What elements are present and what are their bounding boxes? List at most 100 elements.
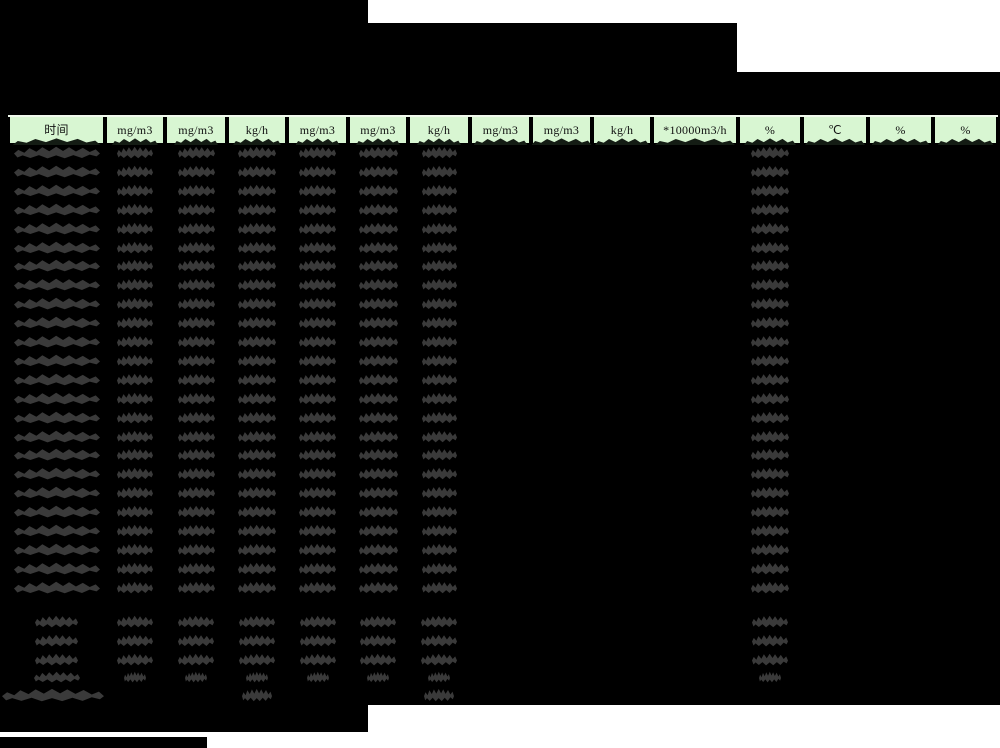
redacted-value: [422, 562, 457, 575]
column-unit-label: %: [960, 123, 971, 137]
redacted-value: [422, 411, 457, 424]
redacted-value: [359, 297, 398, 310]
redacted-value: [422, 448, 457, 461]
redacted-value: [117, 505, 153, 518]
redacted-value: [751, 505, 789, 518]
column-unit-label: mg/m3: [178, 123, 214, 137]
redacted-value: [299, 467, 336, 480]
header-cell-13: %: [868, 117, 933, 145]
header-cell-11: %: [738, 117, 802, 145]
column-unit-label: kg/h: [427, 123, 451, 137]
column-unit-label: 时间: [44, 123, 69, 137]
redacted-summary-value: [239, 653, 275, 666]
redacted-timestamp: [14, 241, 100, 254]
redacted-value: [359, 335, 398, 348]
redacted-summary-value: [185, 671, 207, 683]
redacted-value: [422, 581, 457, 594]
redacted-value: [117, 165, 153, 178]
redacted-value: [238, 486, 276, 499]
redacted-value: [422, 278, 457, 291]
table-body-redacted-background-lower-left: [0, 705, 368, 732]
redacted-summary-label: [35, 653, 78, 666]
redacted-first-row-overlap: [473, 138, 528, 145]
redacted-first-row-overlap: [112, 138, 158, 145]
header-cell-9: kg/h: [592, 117, 652, 145]
redacted-timestamp: [14, 581, 100, 594]
redacted-value: [299, 316, 336, 329]
column-unit-label: %: [895, 123, 906, 137]
redacted-value: [178, 524, 215, 537]
redacted-summary-value: [421, 615, 457, 628]
redacted-value: [299, 259, 336, 272]
redacted-value: [238, 448, 276, 461]
redacted-value: [178, 222, 215, 235]
header-cell-8: mg/m3: [531, 117, 592, 145]
table-body-redacted-background: [0, 117, 1000, 705]
column-unit-label: mg/m3: [299, 123, 336, 137]
redacted-summary-value: [124, 671, 146, 683]
redacted-value: [422, 505, 457, 518]
redacted-summary-value: [421, 634, 457, 647]
redacted-value: [238, 562, 276, 575]
redacted-value: [359, 241, 398, 254]
redacted-timestamp: [14, 354, 100, 367]
redacted-value: [178, 354, 215, 367]
redacted-value: [117, 241, 153, 254]
redacted-value: [238, 524, 276, 537]
redacted-value: [751, 392, 789, 405]
redacted-value: [117, 297, 153, 310]
redacted-summary-value: [178, 634, 214, 647]
redacted-value: [299, 430, 336, 443]
redacted-value: [751, 562, 789, 575]
redacted-value: [359, 203, 398, 216]
redacted-value: [359, 392, 398, 405]
header-cell-1: mg/m3: [105, 117, 165, 145]
redacted-value: [422, 222, 457, 235]
redacted-value: [238, 316, 276, 329]
redacted-timestamp: [14, 392, 100, 405]
redacted-timestamp: [14, 297, 100, 310]
redacted-value: [751, 278, 789, 291]
redacted-value: [178, 543, 215, 556]
redacted-first-row-overlap: [174, 138, 218, 145]
redacted-value: [359, 486, 398, 499]
redacted-value: [751, 543, 789, 556]
redacted-value: [751, 430, 789, 443]
redacted-value: [117, 316, 153, 329]
column-unit-label: kg/h: [245, 123, 269, 137]
redacted-value: [359, 505, 398, 518]
redacted-timestamp: [14, 411, 100, 424]
redacted-value: [359, 165, 398, 178]
redacted-timestamp: [14, 373, 100, 386]
redacted-value: [751, 165, 789, 178]
redacted-summary-value: [117, 634, 153, 647]
redacted-summary-value: [300, 634, 336, 647]
redacted-timestamp: [14, 448, 100, 461]
column-unit-label: kg/h: [610, 123, 634, 137]
redacted-value: [422, 392, 457, 405]
redacted-summary-value: [752, 653, 788, 666]
redacted-value: [117, 392, 153, 405]
redacted-timestamp: [14, 486, 100, 499]
redacted-value: [359, 524, 398, 537]
redacted-value: [359, 373, 398, 386]
redacted-value: [117, 486, 153, 499]
redacted-value: [299, 392, 336, 405]
redacted-value: [178, 467, 215, 480]
redacted-value: [178, 241, 215, 254]
redacted-value: [359, 448, 398, 461]
redacted-value: [238, 146, 276, 159]
redacted-summary-value: [300, 615, 336, 628]
redacted-value: [178, 146, 215, 159]
redacted-value: [238, 184, 276, 197]
redacted-summary-value: [367, 671, 389, 683]
redacted-value: [178, 448, 215, 461]
redacted-value: [751, 222, 789, 235]
redacted-value: [117, 259, 153, 272]
redacted-value: [751, 581, 789, 594]
redacted-value: [359, 543, 398, 556]
redacted-value: [178, 430, 215, 443]
redacted-value: [178, 392, 215, 405]
redacted-value: [422, 543, 457, 556]
